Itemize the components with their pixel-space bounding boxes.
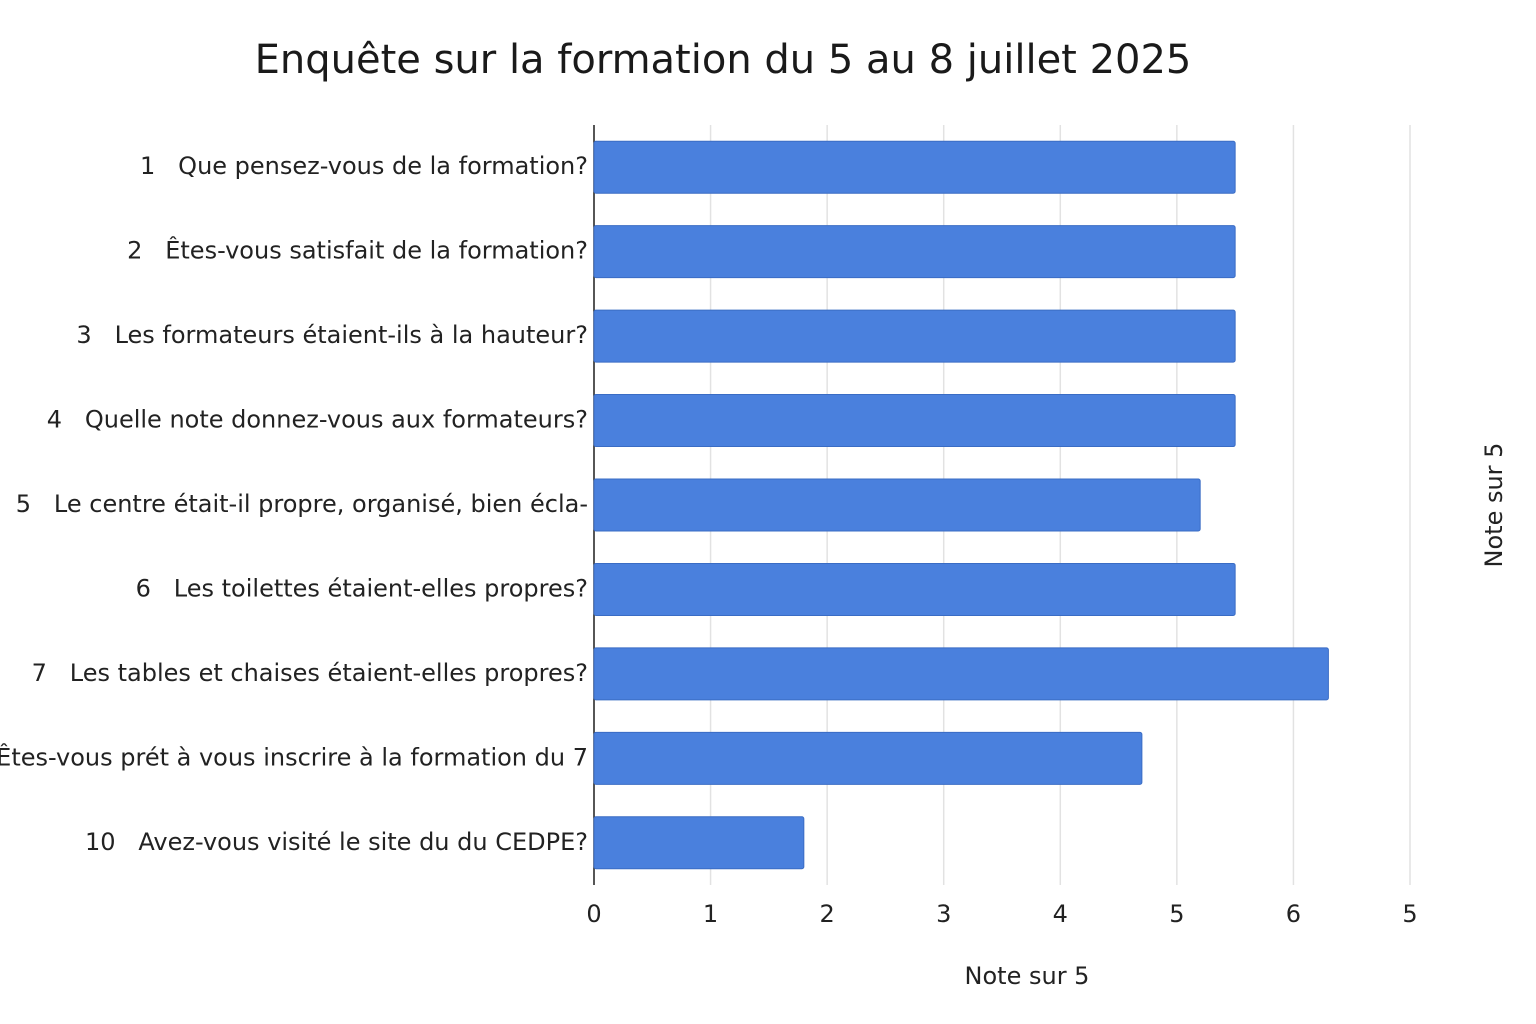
y-tick-label: 5 Le centre était-il propre, organisé, b…: [16, 490, 588, 518]
bar: [593, 140, 1236, 194]
bar: [593, 562, 1236, 616]
bar: [593, 647, 1329, 701]
y-tick-label: 4 Quelle note donnez-vous aux formateurs…: [47, 406, 588, 434]
y-tick-label: 1 Que pensez-vous de la formation?: [140, 152, 588, 180]
bar: [593, 309, 1236, 363]
x-tick-label: 4: [1053, 900, 1068, 928]
bar: [593, 731, 1143, 785]
y-tick-label: 3 Les formateurs étaient-ils à la hauteu…: [76, 321, 588, 349]
y-tick-label: 6 Les toilettes étaient-elles propres?: [136, 574, 588, 602]
y-tick-label: 10 Avez-vous visité le site du du CEDPE?: [85, 828, 588, 856]
y-axis-label: Note sur 5: [1480, 443, 1508, 568]
x-tick-label: 6: [1286, 900, 1301, 928]
y-tick-label: 2 Êtes-vous satisfait de la formation?: [127, 236, 588, 265]
x-tick-label: 0: [586, 900, 601, 928]
x-tick-label: 1: [703, 900, 718, 928]
y-tick-label: 9 Êtes-vous prét à vous inscrire à la fo…: [0, 742, 588, 771]
x-tick-label: 5: [1169, 900, 1184, 928]
x-axis-label: Note sur 5: [965, 962, 1090, 990]
x-tick-label: 3: [936, 900, 951, 928]
x-tick-label: 2: [820, 900, 835, 928]
bar: [593, 816, 805, 870]
bar: [593, 478, 1201, 532]
x-tick-label: 5: [1402, 900, 1417, 928]
y-tick-label: 7 Les tables et chaises étaient-elles pr…: [32, 659, 588, 687]
bar: [593, 394, 1236, 448]
bar: [593, 225, 1236, 279]
chart-title: Enquête sur la formation du 5 au 8 juill…: [255, 37, 1192, 83]
